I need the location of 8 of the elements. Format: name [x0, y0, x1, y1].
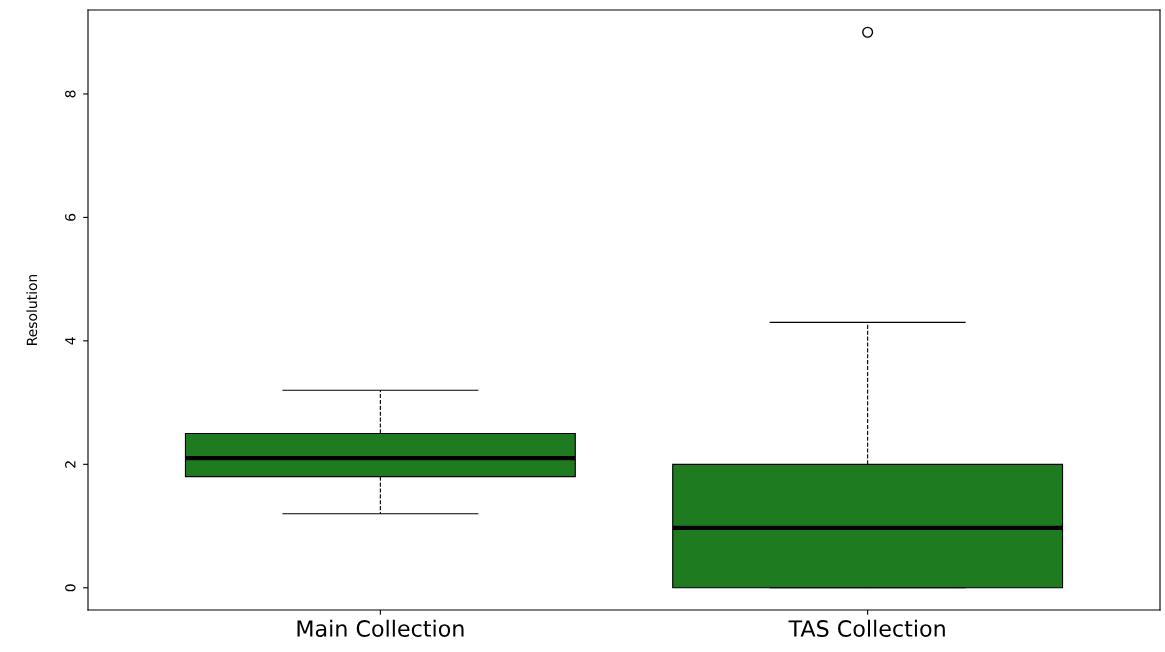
x-tick-label: Main Collection — [297, 619, 464, 637]
x-tick-label: TAS Collection — [788, 619, 945, 637]
y-tick-label: 8 — [65, 90, 76, 98]
y-tick-label: 6 — [65, 213, 76, 221]
y-tick-label: 4 — [65, 337, 76, 345]
y-tick-label: 2 — [65, 461, 76, 468]
y-axis-title: Resolution — [26, 274, 38, 345]
y-tick-label: 0 — [65, 584, 76, 592]
